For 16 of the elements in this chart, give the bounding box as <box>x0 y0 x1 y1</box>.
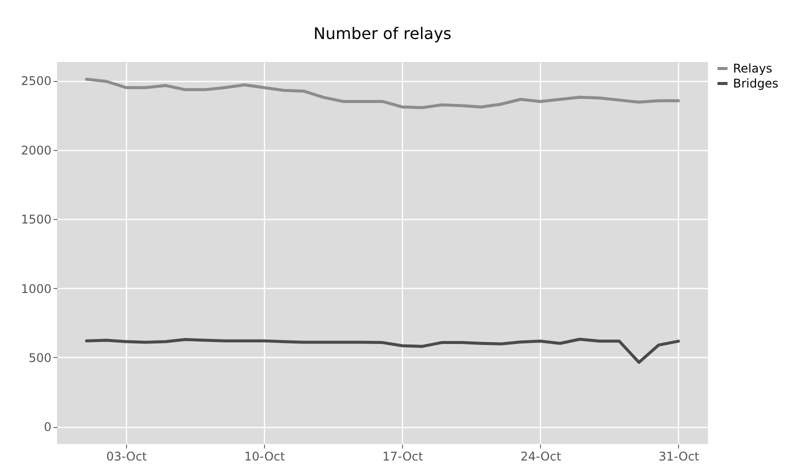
legend-label: Relays <box>733 62 772 76</box>
x-tick-label: 17-Oct <box>382 450 424 464</box>
line-series <box>85 338 680 364</box>
x-tick-label: 24-Oct <box>520 450 562 464</box>
x-tick-label: 03-Oct <box>106 450 148 464</box>
chart-title: Number of relays <box>314 24 452 43</box>
line-series <box>85 78 680 110</box>
y-tick-label: 1000 <box>20 282 52 296</box>
y-tick-label: 500 <box>28 350 52 365</box>
x-tick-label: 31-Oct <box>658 450 700 464</box>
y-tick-label: 0 <box>44 420 52 434</box>
legend-label: Bridges <box>733 76 778 90</box>
y-tick-label: 1500 <box>20 212 52 227</box>
y-tick-label: 2000 <box>20 143 52 158</box>
x-tick-label: 10-Oct <box>244 450 286 464</box>
y-tick-label: 2500 <box>20 74 52 88</box>
